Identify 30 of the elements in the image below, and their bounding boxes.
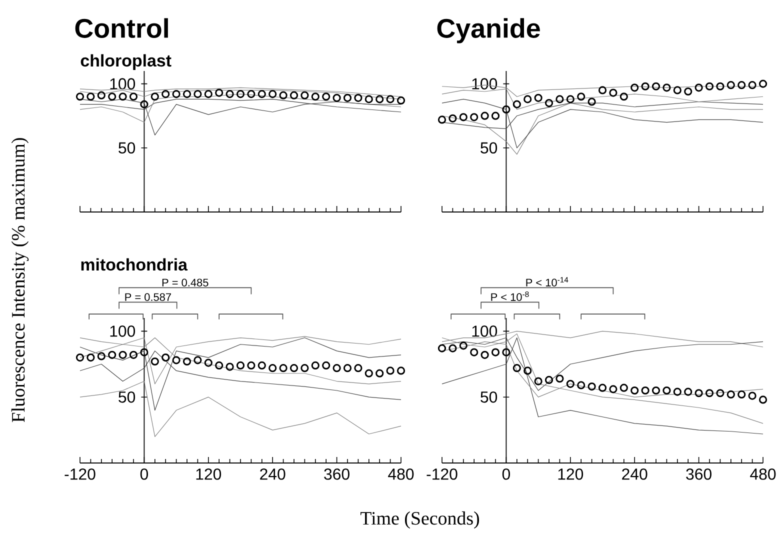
chart-subtitle: chloroplast xyxy=(80,54,172,70)
chart-subtitle: mitochondria xyxy=(81,258,188,271)
x-tick-label: 360 xyxy=(324,468,350,480)
x-tick-label: 0 xyxy=(502,468,510,480)
y-tick-label: 100 xyxy=(472,326,498,337)
x-tick-label: 480 xyxy=(388,468,414,480)
y-tick-label: 100 xyxy=(110,326,136,337)
text: P < 10$^{-14}$ xyxy=(526,277,568,286)
x-tick-label: 120 xyxy=(196,468,222,480)
x-tick-label: -120 xyxy=(64,468,96,480)
x-tick-label: 480 xyxy=(750,468,776,480)
y-tick-label: 100 xyxy=(472,78,498,90)
x-tick-label: 0 xyxy=(140,468,148,480)
y-tick-label: 50 xyxy=(480,142,498,154)
x-axis-title: Time (Seconds) xyxy=(360,511,480,529)
y-tick-label: 50 xyxy=(480,391,498,403)
y-tick-label: 100 xyxy=(110,78,136,90)
y-tick-label: 50 xyxy=(118,142,136,154)
y-axis-title: Fluorescence Intensity (% maximum) xyxy=(11,138,29,422)
text: P = 0.485 xyxy=(162,278,208,286)
y-tick-label: 50 xyxy=(118,391,136,403)
x-tick-label: 240 xyxy=(260,468,286,480)
x-tick-label: 360 xyxy=(686,468,712,480)
x-tick-label: 120 xyxy=(558,468,584,480)
x-tick-label: -120 xyxy=(426,468,458,480)
chart-title: Control xyxy=(75,18,168,38)
text: P = 0.587 xyxy=(125,293,171,301)
text: P < 10$^{-8}$ xyxy=(491,292,529,301)
chart-title: Cyanide xyxy=(437,18,540,44)
x-tick-label: 240 xyxy=(622,468,648,480)
